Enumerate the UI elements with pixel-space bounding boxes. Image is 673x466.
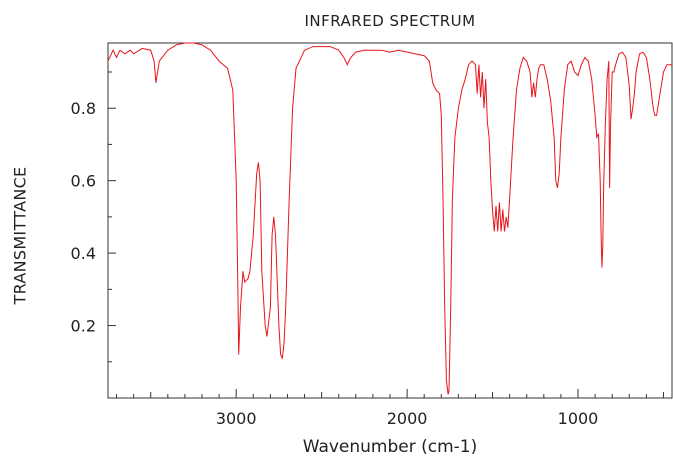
- plot-frame: [107, 42, 673, 399]
- x-tick-label: 1000: [558, 409, 599, 428]
- y-tick-label: 0.8: [71, 99, 96, 118]
- y-tick-label: 0.4: [71, 244, 96, 263]
- y-tick-label: 0.2: [71, 317, 96, 336]
- x-tick-label: 3000: [216, 409, 257, 428]
- x-axis-label: Wavenumber (cm-1): [302, 437, 478, 457]
- x-axis-ticks: 3000 2000 1000: [116, 389, 664, 428]
- x-tick-label: 2000: [387, 409, 428, 428]
- spectrum-line: [107, 42, 672, 395]
- chart-title: INFRARED SPECTRUM: [304, 12, 476, 30]
- y-axis-label: TRANSMITTANCE: [10, 166, 30, 305]
- y-axis-ticks: 0.2 0.4 0.6 0.8: [71, 71, 116, 363]
- y-tick-label: 0.6: [71, 172, 96, 191]
